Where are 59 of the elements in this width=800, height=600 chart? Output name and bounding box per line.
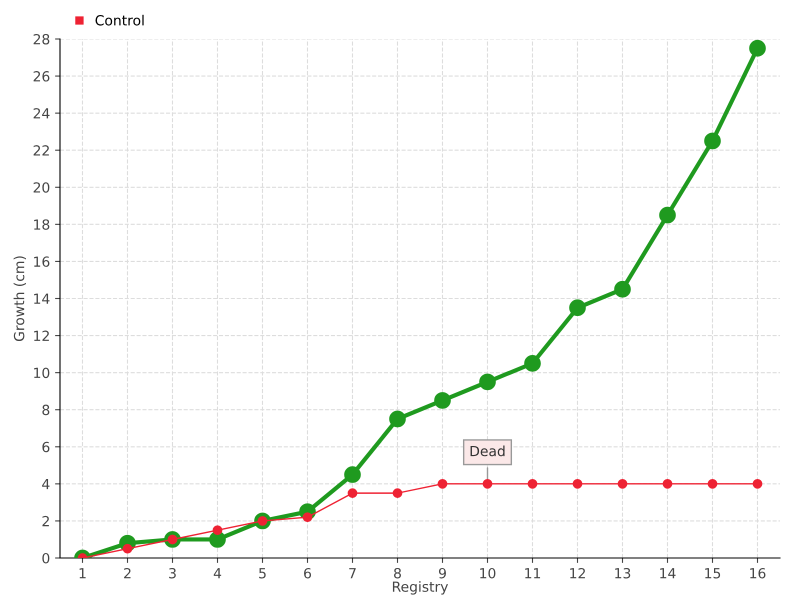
legend-label: Control <box>96 14 144 26</box>
y-tick-label: 2 <box>42 516 49 526</box>
x-tick-label: 13 <box>615 568 630 578</box>
point <box>569 299 586 316</box>
point <box>434 392 451 409</box>
x-tick-label: 10 <box>480 568 496 578</box>
point <box>302 512 312 522</box>
point <box>438 478 448 489</box>
point <box>749 40 766 57</box>
x-tick-label: 4 <box>214 568 222 578</box>
x-tick-label: 7 <box>349 568 356 578</box>
y-axis-title: Growth (cm) <box>14 256 26 342</box>
y-tick-label: 14 <box>34 294 50 304</box>
point <box>344 466 361 483</box>
point <box>528 478 538 489</box>
point <box>122 544 132 554</box>
y-tick-label: 18 <box>34 219 50 230</box>
point <box>524 355 541 372</box>
y-tick-label: 6 <box>42 442 50 452</box>
x-tick-label: 5 <box>259 568 266 578</box>
x-tick-label: 16 <box>750 568 766 578</box>
point <box>618 478 628 489</box>
y-tick-label: 20 <box>34 182 50 193</box>
y-tick-label: 12 <box>34 330 49 341</box>
x-tick-label: 11 <box>525 568 540 578</box>
x-tick-label: 8 <box>394 568 401 578</box>
y-tick-label: 24 <box>34 108 50 118</box>
y-tick-label: 22 <box>34 145 49 156</box>
y-tick-label: 16 <box>34 256 50 267</box>
point <box>209 531 226 548</box>
x-tick-label: 6 <box>304 568 312 578</box>
y-tick-label: 0 <box>42 552 50 564</box>
point <box>614 280 631 298</box>
point <box>708 478 718 489</box>
x-tick-label: 3 <box>169 568 176 578</box>
point <box>704 132 721 150</box>
y-tick-label: 26 <box>34 71 50 82</box>
point <box>392 488 402 498</box>
x-tick-label: 1 <box>80 568 86 578</box>
point <box>212 525 222 536</box>
y-tick-label: 8 <box>42 404 50 416</box>
point <box>659 206 676 224</box>
point <box>482 478 492 489</box>
y-tick-label: 4 <box>42 479 50 490</box>
x-tick-label: 15 <box>705 568 720 578</box>
x-tick-label: 9 <box>438 568 446 578</box>
point <box>662 478 672 489</box>
y-tick-label: 10 <box>34 368 50 378</box>
x-tick-label: 12 <box>570 568 585 578</box>
point <box>348 488 358 498</box>
x-axis-title: Registry <box>392 581 448 595</box>
y-tick-label: 28 <box>34 34 50 44</box>
point <box>752 478 762 489</box>
point <box>389 410 406 428</box>
x-tick-label: 2 <box>124 568 131 578</box>
annotation: Dead <box>470 446 505 456</box>
x-tick-label: 14 <box>660 568 676 578</box>
point <box>479 374 496 390</box>
point <box>572 478 582 489</box>
